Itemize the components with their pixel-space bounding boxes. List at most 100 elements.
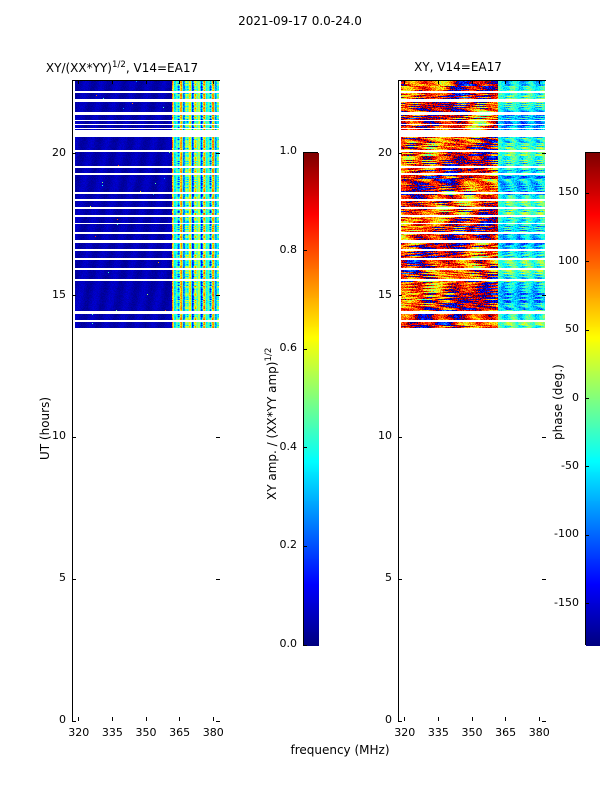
left-ytick-label-15: 15 <box>52 287 66 301</box>
right-xtick-mark-top-335 <box>437 80 439 84</box>
amplitude-cbar-tick-label-1: 0.2 <box>279 538 298 552</box>
amplitude-cbar-tick-label-3: 0.6 <box>279 341 298 355</box>
left-ytick-mark-right-5 <box>216 578 220 580</box>
left-ytick-label-10: 10 <box>52 429 66 443</box>
phase-cbar-tick-5 <box>585 261 589 263</box>
right-xtick-label-335: 335 <box>427 726 449 739</box>
phase-cbar-tick-4 <box>585 329 589 331</box>
right-ytick-mark-right-10 <box>542 436 546 438</box>
right-xtick-mark-335 <box>437 717 439 721</box>
phase-heatmap <box>399 81 547 722</box>
amplitude-cbar-tick-1 <box>303 545 307 547</box>
phase-cbar-tick-label-6: 150 <box>558 185 579 199</box>
amplitude-cbar-tick-2 <box>303 447 307 449</box>
left-ytick-mark-right-15 <box>216 295 220 297</box>
right-ytick-mark-20 <box>398 153 402 155</box>
amplitude-cbar-tick-0 <box>303 644 307 646</box>
right-plot-axes[interactable] <box>398 80 547 722</box>
left-panel-title-main: XY/(XX*YY) <box>45 61 112 75</box>
amplitude-cbar-tick-label-5: 1.0 <box>279 144 298 157</box>
right-xtick-mark-top-350 <box>471 80 473 84</box>
phase-cbar-tick-label-5: 100 <box>558 253 579 267</box>
amplitude-cbar-tick-4 <box>303 250 307 252</box>
left-xtick-mark-top-365 <box>179 80 181 84</box>
amplitude-colorbar-gradient <box>304 153 319 646</box>
right-ytick-label-15: 15 <box>378 287 392 301</box>
right-xtick-mark-top-380 <box>538 80 540 84</box>
right-ytick-mark-right-20 <box>542 153 546 155</box>
right-xtick-label-320: 320 <box>394 726 416 739</box>
figure-suptitle: 2021-09-17 0.0-24.0 <box>238 14 362 28</box>
x-axis-label: frequency (MHz) <box>290 743 390 757</box>
right-xtick-label-380: 380 <box>528 726 550 739</box>
amplitude-colorbar-label: XY amp. / (XX*YY amp)1/2 <box>264 348 279 500</box>
left-plot-axes[interactable] <box>72 80 221 722</box>
phase-cbar-tick-6 <box>585 192 589 194</box>
phase-cbar-tick-label-0: -150 <box>554 595 579 609</box>
phase-cbar-tick-label-4: 50 <box>565 322 579 336</box>
left-panel-title: XY/(XX*YY)1/2, V14=EA17 <box>22 60 222 75</box>
left-ytick-label-20: 20 <box>52 145 66 159</box>
left-xtick-mark-335 <box>111 717 113 721</box>
phase-cbar-tick-2 <box>585 466 589 468</box>
right-ytick-mark-5 <box>398 578 402 580</box>
left-xtick-label-365: 365 <box>169 726 191 739</box>
left-xtick-mark-top-335 <box>111 80 113 84</box>
left-panel-title-exponent: 1/2 <box>111 60 126 70</box>
right-xtick-label-350: 350 <box>461 726 483 739</box>
phase-cbar-tick-3 <box>585 398 589 399</box>
right-ytick-label-5: 5 <box>385 571 392 585</box>
left-ytick-label-5: 5 <box>59 571 66 585</box>
phase-cbar-tick-1 <box>585 534 589 536</box>
left-ytick-mark-right-10 <box>216 436 220 438</box>
amplitude-cbar-tick-3 <box>303 348 307 350</box>
left-ytick-mark-5 <box>72 578 76 580</box>
right-ytick-mark-15 <box>398 295 402 297</box>
phase-cbar-tick-label-1: -100 <box>554 527 579 541</box>
right-ytick-mark-right-15 <box>542 295 546 297</box>
amplitude-cbar-tick-label-2: 0.4 <box>279 439 298 453</box>
left-xtick-mark-320 <box>78 717 80 721</box>
left-ytick-mark-right-0 <box>216 720 220 722</box>
right-ytick-label-10: 10 <box>378 429 392 443</box>
right-ytick-label-0: 0 <box>385 713 392 726</box>
phase-cbar-tick-0 <box>585 603 589 605</box>
left-xtick-mark-top-350 <box>145 80 147 84</box>
right-xtick-mark-365 <box>505 717 507 721</box>
right-ytick-mark-0 <box>398 720 402 722</box>
left-xtick-label-380: 380 <box>202 726 224 739</box>
phase-cbar-tick-label-3: 0 <box>572 390 579 404</box>
amplitude-cbar-tick-label-4: 0.8 <box>279 242 298 256</box>
phase-colorbar-gradient <box>586 153 600 646</box>
right-xtick-mark-380 <box>538 717 540 721</box>
right-xtick-mark-350 <box>471 717 473 721</box>
left-xtick-label-335: 335 <box>101 726 123 739</box>
right-ytick-mark-10 <box>398 436 402 438</box>
amplitude-heatmap <box>73 81 221 722</box>
left-xtick-mark-top-320 <box>78 80 80 84</box>
amplitude-colorbar-label-main: XY amp. / (XX*YY amp) <box>265 361 279 500</box>
right-xtick-label-365: 365 <box>495 726 517 739</box>
left-ytick-mark-10 <box>72 436 76 438</box>
left-xtick-mark-top-380 <box>212 80 214 84</box>
phase-cbar-tick-label-2: -50 <box>561 458 579 472</box>
left-xtick-mark-380 <box>212 717 214 721</box>
amplitude-cbar-tick-label-0: 0.0 <box>279 637 298 650</box>
left-xtick-mark-365 <box>179 717 181 721</box>
right-ytick-label-20: 20 <box>378 145 392 159</box>
right-panel-title: XY, V14=EA17 <box>414 60 502 74</box>
left-xtick-mark-350 <box>145 717 147 721</box>
amplitude-colorbar[interactable] <box>303 152 319 646</box>
left-ytick-mark-15 <box>72 295 76 297</box>
left-ytick-mark-0 <box>72 720 76 722</box>
right-xtick-mark-top-320 <box>404 80 406 84</box>
right-xtick-mark-320 <box>404 717 406 721</box>
left-xtick-label-350: 350 <box>135 726 157 739</box>
right-ytick-mark-right-5 <box>542 578 546 580</box>
left-ytick-label-0: 0 <box>59 713 66 726</box>
left-ytick-mark-right-20 <box>216 153 220 155</box>
right-ytick-mark-right-0 <box>542 720 546 722</box>
left-ytick-mark-20 <box>72 153 76 155</box>
right-xtick-mark-top-365 <box>505 80 507 84</box>
